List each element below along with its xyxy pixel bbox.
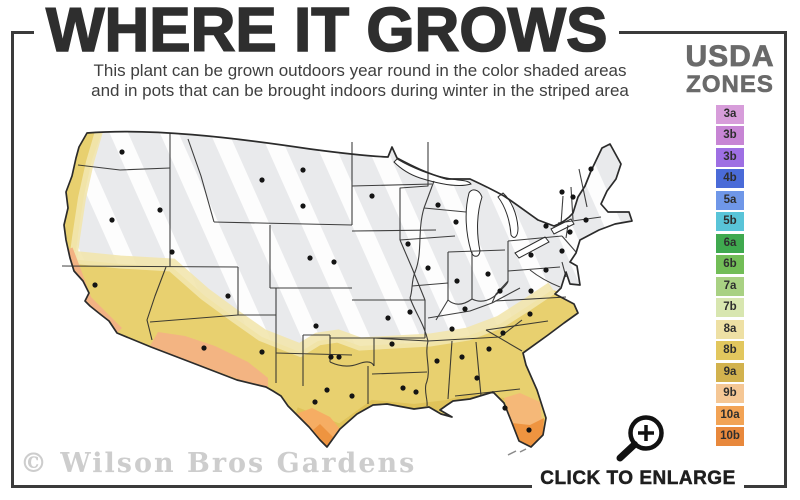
zone-chip-5b: 5b: [716, 212, 744, 232]
zone-chip-7a: 7a: [716, 276, 744, 296]
zone-region-texastip-deeporange: [313, 424, 333, 447]
state-dots: [92, 149, 594, 433]
zone-chip-8a: 8a: [716, 319, 744, 339]
page-title: WHERE IT GROWS: [34, 0, 620, 62]
zone-chip-3b: 3b: [716, 126, 744, 146]
usa-outline: [63, 130, 633, 448]
florida-keys: [507, 448, 527, 456]
zone-chip-9b: 9b: [716, 384, 744, 404]
zone-region-southflorida-deeporange: [512, 418, 544, 447]
zone-region-westcoast-pale-fringe: [68, 131, 104, 269]
zone-chip-6b: 6b: [716, 255, 744, 275]
great-lakes: [393, 158, 575, 259]
zone-chip-10a: 10a: [716, 405, 744, 425]
lake-huron: [497, 192, 519, 238]
state-borders: [61, 133, 602, 407]
click-to-enlarge-button[interactable]: CLICK TO ENLARGE: [532, 466, 744, 492]
zone-chip-3a: 3a: [716, 104, 744, 124]
subtitle-line-2: and in pots that can be brought indoors …: [91, 81, 629, 101]
zone-chip-9a: 9a: [716, 362, 744, 382]
zone-chip-8b: 8b: [716, 341, 744, 361]
zone-chip-6a: 6a: [716, 233, 744, 253]
zone-chip-7b: 7b: [716, 298, 744, 318]
zone-region-centralflorida-peach: [504, 393, 543, 430]
magnifier-plus-icon[interactable]: [610, 410, 672, 464]
subtitle: This plant can be grown outdoors year ro…: [30, 61, 690, 101]
zone-region-arizona-salmon: [150, 332, 268, 388]
zone-chip-list: 3a 3b 3b 4b 5a 5b 6a 6b 7a 7b 8a 8b 9a 9…: [684, 104, 776, 447]
watermark: © Wilson Bros Gardens: [20, 448, 417, 479]
zone-chip-4b: 4b: [716, 169, 744, 189]
zone-chip-10b: 10b: [716, 427, 744, 447]
zone-region-pale-fringe: [64, 247, 556, 358]
zone-chip-3b-2: 3b: [716, 147, 744, 167]
zone-chip-5a: 5a: [716, 190, 744, 210]
subtitle-line-1: This plant can be grown outdoors year ro…: [93, 61, 627, 80]
lake-erie: [514, 236, 550, 259]
legend-title-zones: ZONES: [686, 70, 774, 98]
usda-zones-legend: USDA ZONES 3a 3b 3b 4b 5a 5b 6a 6b 7a 7b…: [684, 40, 776, 449]
legend-title-usda: USDA: [685, 40, 775, 73]
